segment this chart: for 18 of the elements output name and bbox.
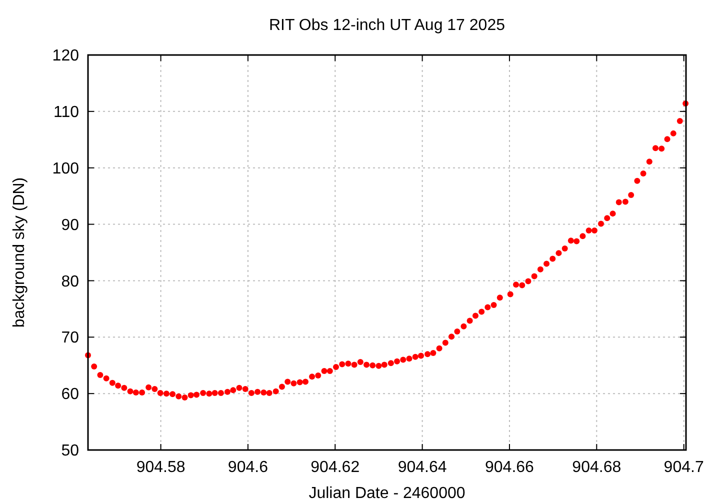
y-axis-title: background sky (DN) [11, 177, 28, 328]
y-tick-label: 90 [61, 216, 80, 234]
y-tick-label: 100 [52, 160, 80, 178]
x-tick-label: 904.6 [228, 459, 268, 476]
y-tick-label: 80 [61, 273, 80, 290]
x-tick-label: 904.68 [572, 459, 622, 476]
y-tick-label: 70 [61, 330, 80, 347]
chart-title: RIT Obs 12-inch UT Aug 17 2025 [269, 17, 506, 34]
x-tick-label: 904.66 [485, 459, 534, 476]
y-tick-label: 50 [61, 442, 80, 460]
x-tick-label: 904.64 [398, 459, 447, 476]
x-tick-label: 904.58 [136, 459, 186, 476]
y-tick-label: 110 [53, 104, 80, 122]
x-tick-label: 904.7 [664, 459, 704, 476]
y-tick-label: 120 [52, 48, 80, 65]
x-axis-title: Julian Date - 2460000 [308, 485, 466, 502]
y-tick-label: 60 [61, 386, 80, 404]
x-tick-label: 904.62 [310, 459, 360, 476]
